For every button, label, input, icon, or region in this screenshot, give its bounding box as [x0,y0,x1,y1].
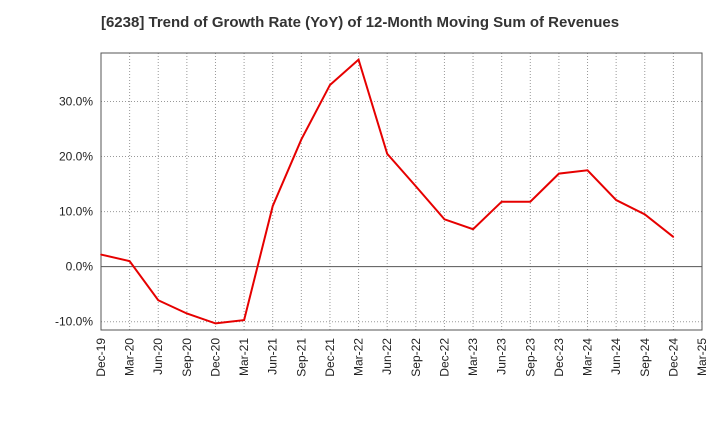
data-point [586,169,589,172]
x-tick-label: Dec-20 [208,338,222,377]
data-point [214,322,217,325]
x-tick-label: Sep-24 [638,338,652,377]
x-tick-label: Sep-22 [409,338,423,377]
plot-area [101,53,702,330]
data-point [157,299,160,302]
x-tick-label: Jun-22 [380,338,394,375]
x-tick-label: Sep-20 [180,338,194,377]
x-tick-label: Jun-23 [495,338,509,375]
data-point [529,200,532,203]
data-point [443,218,446,221]
data-point [672,236,675,238]
data-point [329,84,331,86]
x-tick-label: Sep-23 [523,338,537,377]
x-tick-label: Jun-21 [266,338,280,375]
data-point [100,253,102,256]
x-tick-label: Jun-24 [609,338,623,375]
y-tick-label: 20.0% [59,150,93,164]
x-tick-label: Mar-22 [352,338,366,376]
data-point [558,172,560,175]
x-tick-label: Mar-21 [237,338,251,376]
data-point [128,260,131,262]
data-point [271,205,274,207]
x-tick-label: Mar-23 [466,338,480,376]
x-tick-label: Dec-22 [437,338,451,377]
data-point [386,152,388,155]
x-tick-label: Mar-24 [581,338,595,376]
y-tick-label: 30.0% [59,94,93,108]
x-tick-label: Sep-21 [294,338,308,377]
x-tick-label: Dec-23 [552,338,566,377]
chart-title: [6238] Trend of Growth Rate (YoY) of 12-… [100,14,620,31]
x-tick-label: Dec-21 [323,338,337,377]
data-point [643,213,646,216]
data-point [615,199,617,201]
y-tick-label: 0.0% [66,260,94,274]
x-tick-label: Mar-20 [123,338,137,376]
x-tick-label: Jun-20 [151,338,165,375]
data-point [472,228,474,231]
x-tick-label: Mar-25 [695,338,709,376]
y-tick-label: 10.0% [59,205,93,219]
data-point [357,58,360,61]
data-point [243,319,245,321]
data-point [415,185,417,188]
x-tick-label: Dec-24 [666,338,680,377]
x-tick-label: Dec-19 [94,338,108,377]
plot-frame [100,52,703,331]
data-point [300,138,303,141]
y-tick-label: -10.0% [55,315,93,329]
data-point [500,200,503,203]
data-point [186,312,188,315]
